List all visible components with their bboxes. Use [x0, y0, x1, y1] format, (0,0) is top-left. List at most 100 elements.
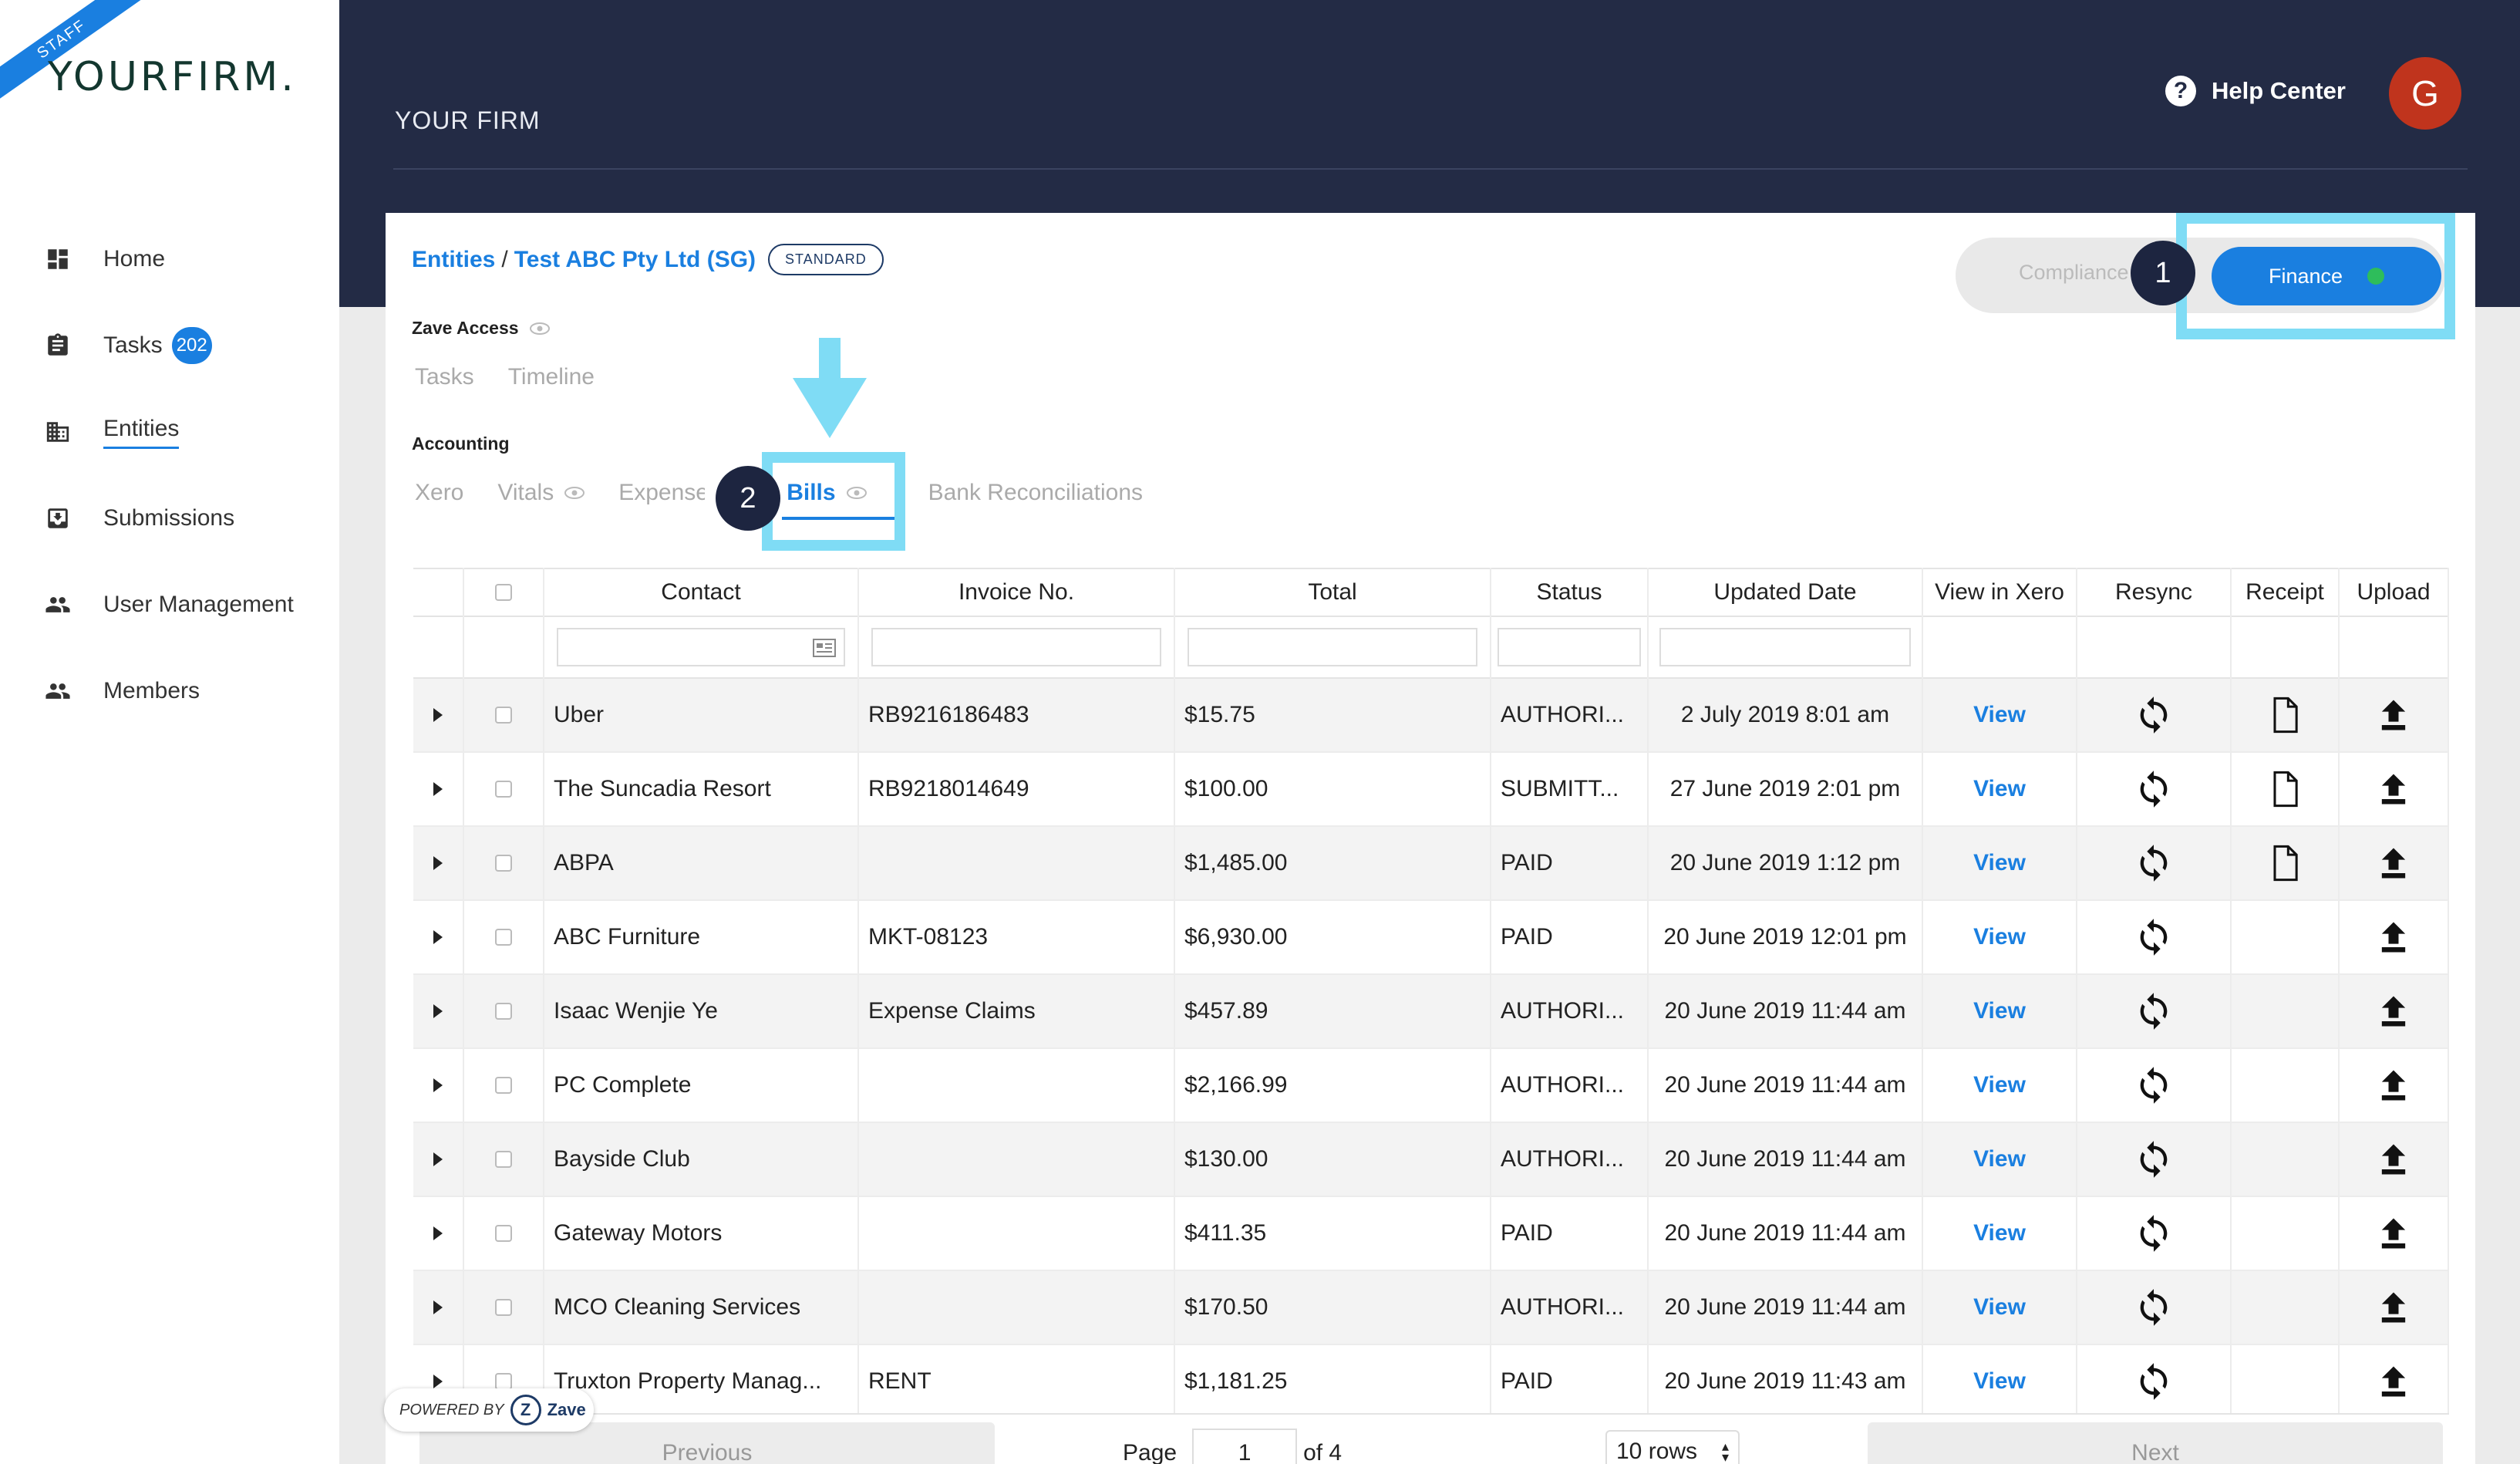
row-checkbox[interactable]	[495, 707, 512, 724]
contact-filter-input[interactable]	[557, 628, 845, 666]
tab-bills[interactable]: Bills	[782, 480, 898, 520]
view-in-xero-link[interactable]: View	[1973, 776, 2026, 801]
view-in-xero-link[interactable]: View	[1973, 702, 2026, 727]
column-header-total[interactable]: Total	[1175, 568, 1491, 617]
resync-icon[interactable]	[2134, 1287, 2174, 1327]
view-in-xero-link[interactable]: View	[1973, 1294, 2026, 1320]
column-header-status[interactable]: Status	[1491, 568, 1649, 617]
resync-icon[interactable]	[2134, 695, 2174, 735]
expand-row-icon[interactable]	[433, 930, 443, 944]
table-row[interactable]: ABC Furniture MKT-08123 $6,930.00 PAID 2…	[413, 900, 2449, 975]
sidebar-item-user-management[interactable]: User Management	[0, 562, 339, 648]
help-center-link[interactable]: ? Help Center	[2165, 76, 2346, 106]
upload-icon[interactable]	[2373, 1139, 2414, 1179]
table-row[interactable]: Gateway Motors $411.35 PAID 20 June 2019…	[413, 1196, 2449, 1271]
firm-logo[interactable]: YOURFIRM.	[48, 54, 297, 100]
sidebar-item-submissions[interactable]: Submissions	[0, 475, 339, 562]
view-in-xero-link[interactable]: View	[1973, 1368, 2026, 1394]
view-in-xero-link[interactable]: View	[1973, 1220, 2026, 1246]
upload-icon[interactable]	[2373, 843, 2414, 883]
tab-xero[interactable]: Xero	[415, 480, 464, 505]
page-number-input[interactable]: 1	[1192, 1429, 1298, 1464]
tab-bank-reconciliations[interactable]: Bank Reconciliations	[928, 480, 1144, 505]
receipt-document-icon[interactable]	[2265, 843, 2305, 883]
row-checkbox[interactable]	[495, 781, 512, 798]
tab-vitals[interactable]: Vitals	[497, 480, 585, 506]
invoice-filter-input[interactable]	[871, 628, 1161, 666]
table-row[interactable]: Isaac Wenjie Ye Expense Claims $457.89 A…	[413, 974, 2449, 1049]
next-button[interactable]: Next	[1868, 1422, 2443, 1464]
upload-icon[interactable]	[2373, 695, 2414, 735]
resync-icon[interactable]	[2134, 991, 2174, 1031]
receipt-document-icon[interactable]	[2265, 695, 2305, 735]
resync-icon[interactable]	[2134, 1213, 2174, 1253]
receipt-document-icon[interactable]	[2265, 769, 2305, 809]
resync-icon[interactable]	[2134, 843, 2174, 883]
resync-icon[interactable]	[2134, 1139, 2174, 1179]
table-row[interactable]: ABPA $1,485.00 PAID 20 June 2019 1:12 pm…	[413, 826, 2449, 901]
row-checkbox[interactable]	[495, 855, 512, 872]
expand-row-icon[interactable]	[433, 708, 443, 722]
row-checkbox[interactable]	[495, 1077, 512, 1094]
tab-tasks[interactable]: Tasks	[415, 364, 474, 390]
table-row[interactable]: MCO Cleaning Services $170.50 AUTHORI...…	[413, 1270, 2449, 1345]
table-row[interactable]: The Suncadia Resort RB9218014649 $100.00…	[413, 752, 2449, 827]
expand-row-icon[interactable]	[433, 1226, 443, 1240]
upload-icon[interactable]	[2373, 991, 2414, 1031]
tab-expenses[interactable]: Expenses	[618, 480, 706, 505]
expand-row-icon[interactable]	[433, 1078, 443, 1092]
sidebar-item-entities[interactable]: Entities	[0, 389, 339, 475]
tab-timeline[interactable]: Timeline	[507, 364, 595, 390]
sidebar-item-members[interactable]: Members	[0, 648, 339, 734]
rows-per-page-select[interactable]: 10 rows ▴ ▾	[1605, 1430, 1740, 1464]
select-all-cell	[464, 568, 544, 617]
column-header-contact[interactable]: Contact	[544, 568, 859, 617]
expand-row-icon[interactable]	[433, 782, 443, 796]
breadcrumb-entity[interactable]: Test ABC Pty Ltd (SG)	[514, 246, 756, 272]
sidebar-item-tasks[interactable]: Tasks 202	[0, 302, 339, 389]
view-in-xero-link[interactable]: View	[1973, 998, 2026, 1024]
resync-icon[interactable]	[2134, 769, 2174, 809]
status-filter-input[interactable]	[1498, 628, 1641, 666]
compliance-toggle[interactable]: Compliance	[2019, 261, 2129, 284]
expand-row-icon[interactable]	[433, 856, 443, 870]
view-in-xero-link[interactable]: View	[1973, 1146, 2026, 1172]
resync-icon[interactable]	[2134, 1065, 2174, 1105]
column-header-invoice[interactable]: Invoice No.	[859, 568, 1175, 617]
upload-icon[interactable]	[2373, 917, 2414, 957]
table-row[interactable]: PC Complete $2,166.99 AUTHORI... 20 June…	[413, 1048, 2449, 1123]
upload-icon[interactable]	[2373, 769, 2414, 809]
row-checkbox[interactable]	[495, 1225, 512, 1242]
row-checkbox[interactable]	[495, 1151, 512, 1168]
total-filter-input[interactable]	[1188, 628, 1477, 666]
row-checkbox[interactable]	[495, 1003, 512, 1020]
table-row[interactable]: Uber RB9216186483 $15.75 AUTHORI... 2 Ju…	[413, 678, 2449, 753]
resync-icon[interactable]	[2134, 917, 2174, 957]
breadcrumb-entities[interactable]: Entities	[412, 246, 496, 272]
upload-icon[interactable]	[2373, 1361, 2414, 1402]
date-filter-input[interactable]	[1659, 628, 1911, 666]
expand-row-icon[interactable]	[433, 1004, 443, 1018]
row-checkbox[interactable]	[495, 929, 512, 946]
avatar[interactable]: G	[2389, 57, 2461, 130]
expand-row-icon[interactable]	[433, 1152, 443, 1166]
upload-icon[interactable]	[2373, 1213, 2414, 1253]
upload-icon[interactable]	[2373, 1065, 2414, 1105]
upload-icon[interactable]	[2373, 1287, 2414, 1327]
view-in-xero-link[interactable]: View	[1973, 924, 2026, 950]
resync-icon[interactable]	[2134, 1361, 2174, 1402]
column-header-updated-date[interactable]: Updated Date	[1649, 568, 1923, 617]
cell-contact: ABC Furniture	[544, 900, 859, 974]
table-row[interactable]: Truxton Property Manag... RENT $1,181.25…	[413, 1344, 2449, 1419]
row-checkbox[interactable]	[495, 1299, 512, 1316]
finance-toggle[interactable]: Finance	[2212, 247, 2441, 305]
view-in-xero-link[interactable]: View	[1973, 1072, 2026, 1098]
powered-by-badge[interactable]: POWERED BY Z Zave	[384, 1388, 594, 1432]
row-checkbox[interactable]	[495, 1373, 512, 1390]
table-row[interactable]: Bayside Club $130.00 AUTHORI... 20 June …	[413, 1122, 2449, 1197]
expand-row-icon[interactable]	[433, 1300, 443, 1314]
view-in-xero-link[interactable]: View	[1973, 850, 2026, 875]
expand-row-icon[interactable]	[433, 1375, 443, 1388]
select-all-checkbox[interactable]	[495, 584, 512, 601]
sidebar-item-home[interactable]: Home	[0, 216, 339, 302]
